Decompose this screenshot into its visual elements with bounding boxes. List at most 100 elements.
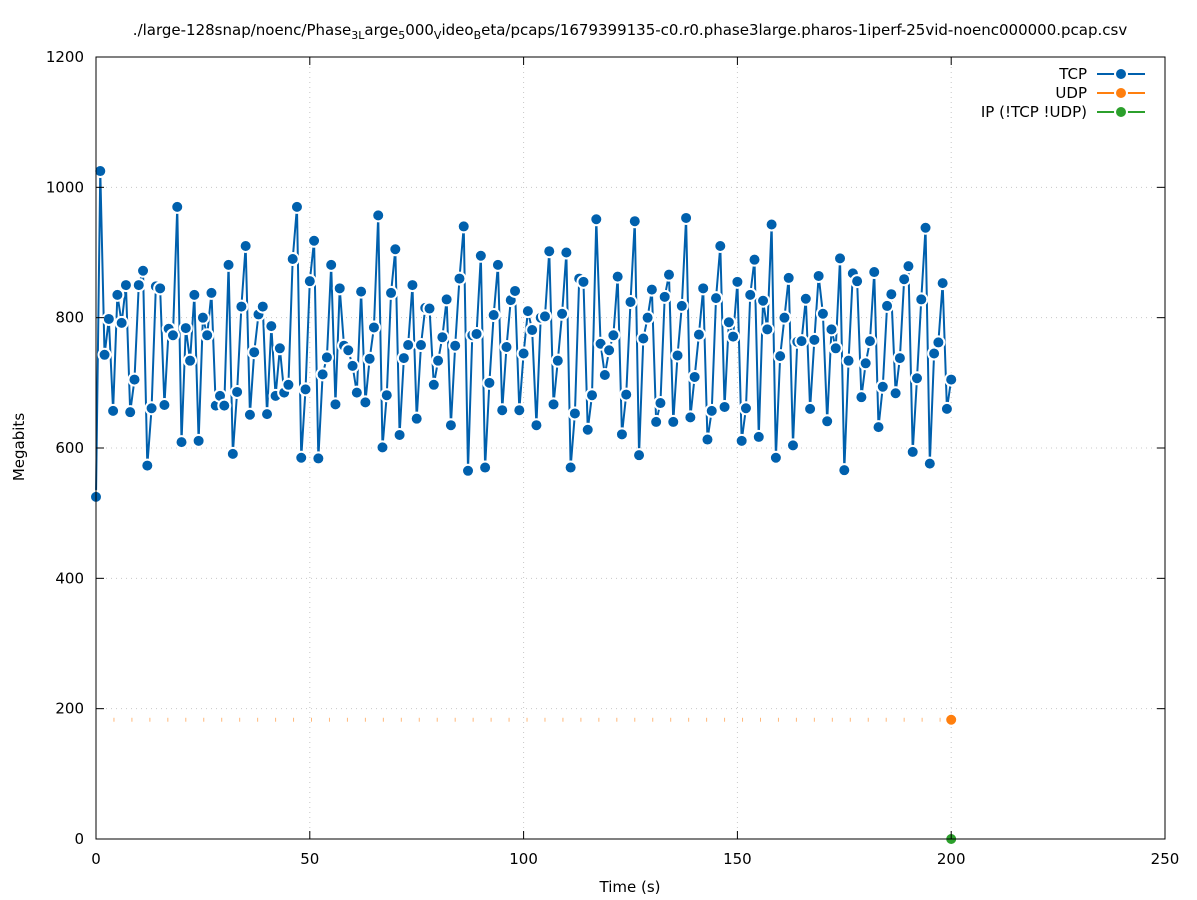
data-point xyxy=(153,281,168,296)
data-point xyxy=(178,321,193,336)
data-point xyxy=(341,343,356,358)
data-point xyxy=(773,349,788,364)
data-point xyxy=(614,427,629,442)
data-point xyxy=(550,353,565,368)
data-point xyxy=(204,285,219,300)
data-point xyxy=(862,334,877,349)
data-point xyxy=(880,298,895,313)
data-point xyxy=(332,281,347,296)
data-point xyxy=(576,274,591,289)
y-tick-label: 800 xyxy=(55,309,84,327)
legend-marker xyxy=(1114,86,1128,100)
data-point xyxy=(743,287,758,302)
data-point xyxy=(597,368,612,383)
data-point xyxy=(713,238,728,253)
data-point xyxy=(354,284,369,299)
y-tick-label: 1200 xyxy=(46,48,84,66)
data-point xyxy=(717,399,732,414)
data-point xyxy=(311,451,326,466)
data-point xyxy=(302,274,317,289)
data-point xyxy=(482,375,497,390)
data-point xyxy=(473,248,488,263)
data-point xyxy=(366,320,381,335)
data-point xyxy=(247,345,262,360)
data-point xyxy=(409,411,424,426)
data-point xyxy=(768,450,783,465)
data-point xyxy=(871,420,886,435)
data-point xyxy=(319,350,334,365)
data-point xyxy=(187,287,202,302)
data-point xyxy=(362,351,377,366)
data-point xyxy=(272,341,287,356)
data-point xyxy=(431,353,446,368)
data-point xyxy=(221,257,236,272)
data-point xyxy=(525,323,540,338)
data-point xyxy=(298,382,313,397)
data-point xyxy=(345,358,360,373)
data-point xyxy=(649,414,664,429)
data-point xyxy=(555,306,570,321)
legend-marker xyxy=(1114,105,1128,119)
x-tick-label: 150 xyxy=(723,850,752,868)
data-point xyxy=(358,395,373,410)
x-tick-label: 50 xyxy=(300,850,319,868)
chart-title-part: ./large-128snap/noenc/Phase xyxy=(133,21,351,39)
data-point xyxy=(721,315,736,330)
data-point xyxy=(529,418,544,433)
data-point xyxy=(747,252,762,267)
chart-title-part: eta/pcaps/1679399135-c0.r0.phase3large.p… xyxy=(481,21,1127,39)
data-point xyxy=(140,458,155,473)
data-point xyxy=(901,259,916,274)
data-point xyxy=(850,274,865,289)
data-point xyxy=(632,448,647,463)
data-point xyxy=(384,285,399,300)
data-point xyxy=(623,295,638,310)
data-point xyxy=(931,335,946,350)
data-point xyxy=(439,292,454,307)
data-point xyxy=(127,372,142,387)
legend-label: UDP xyxy=(1055,84,1087,102)
legend-label: IP (!TCP !UDP) xyxy=(981,103,1087,121)
data-point xyxy=(217,398,232,413)
data-point xyxy=(589,212,604,227)
data-point xyxy=(136,263,151,278)
data-point xyxy=(165,328,180,343)
chart-title-part: B xyxy=(474,29,482,42)
data-point xyxy=(443,418,458,433)
data-point xyxy=(837,463,852,478)
data-point xyxy=(93,164,108,179)
data-point xyxy=(627,214,642,229)
y-tick-label: 600 xyxy=(55,439,84,457)
data-point xyxy=(939,401,954,416)
data-point xyxy=(824,322,839,337)
chart-title: ./large-128snap/noenc/Phase3Large5000Vid… xyxy=(133,21,1128,42)
data-point xyxy=(610,269,625,284)
data-point xyxy=(289,199,304,214)
data-point xyxy=(785,438,800,453)
data-point xyxy=(709,291,724,306)
data-point xyxy=(922,456,937,471)
x-axis-title: Time (s) xyxy=(599,878,661,896)
data-point xyxy=(401,338,416,353)
data-point xyxy=(909,371,924,386)
y-tick-label: 400 xyxy=(55,569,84,587)
data-point xyxy=(606,328,621,343)
chart-title-part: arge xyxy=(364,21,398,39)
data-point xyxy=(508,283,523,298)
data-point xyxy=(324,257,339,272)
chart-title-part: V xyxy=(434,29,442,42)
data-point xyxy=(157,397,172,412)
data-point xyxy=(405,278,420,293)
data-point xyxy=(661,267,676,282)
data-point xyxy=(585,388,600,403)
data-point xyxy=(170,199,185,214)
data-point xyxy=(815,306,830,321)
chart-title-part: 5 xyxy=(398,29,405,42)
data-point xyxy=(683,410,698,425)
data-point xyxy=(106,403,121,418)
data-point xyxy=(653,396,668,411)
data-point xyxy=(131,278,146,293)
data-point xyxy=(499,339,514,354)
data-point xyxy=(118,278,133,293)
